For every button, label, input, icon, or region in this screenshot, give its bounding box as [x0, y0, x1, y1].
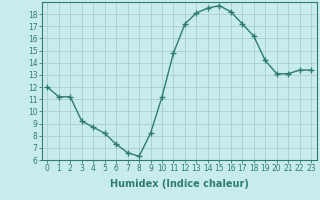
X-axis label: Humidex (Indice chaleur): Humidex (Indice chaleur)	[110, 179, 249, 189]
